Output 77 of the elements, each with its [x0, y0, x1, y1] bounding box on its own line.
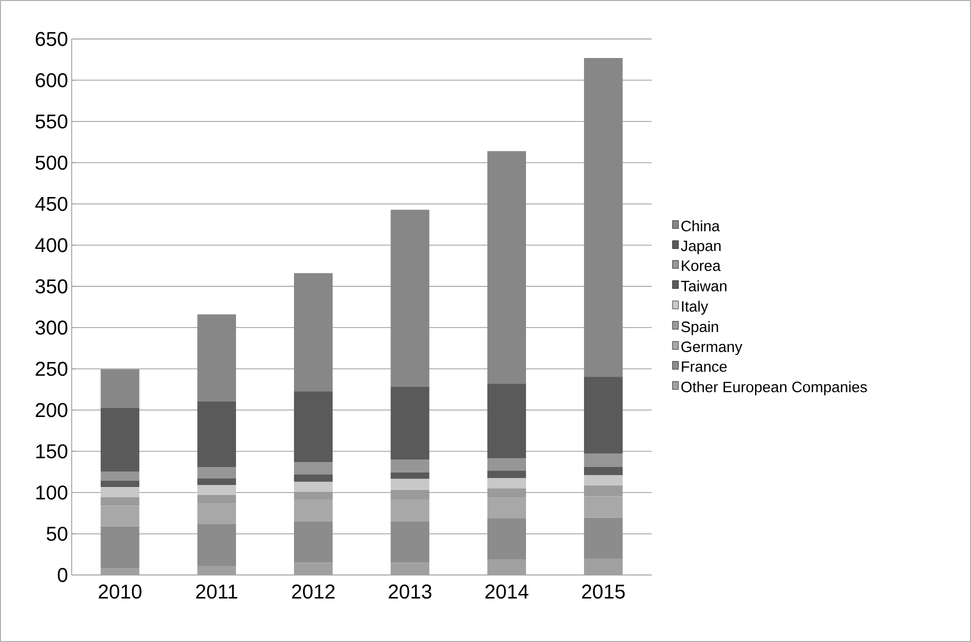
legend-label: China [681, 220, 720, 232]
bar [197, 524, 236, 566]
bar [197, 478, 236, 486]
bar [487, 518, 526, 560]
bar [100, 472, 140, 481]
y-tick-label: 300 [36, 320, 68, 335]
bar [294, 474, 333, 482]
bar [390, 460, 430, 472]
y-tick-label: 100 [36, 485, 68, 500]
bar [584, 518, 623, 559]
x-tick-label: 2011 [196, 584, 238, 599]
bar [100, 408, 140, 472]
bar [197, 504, 236, 524]
bar [487, 498, 526, 519]
bar [584, 486, 623, 496]
bar [197, 466, 236, 479]
bar [487, 470, 526, 478]
bar [197, 314, 236, 402]
bar [487, 478, 526, 488]
y-tick-label: 0 [58, 568, 68, 582]
x-tick-label: 2010 [98, 584, 142, 599]
bar [197, 495, 236, 504]
bar [584, 376, 623, 454]
legend-label: France [682, 361, 727, 372]
bar [487, 151, 526, 384]
y-tick-label: 50 [46, 526, 68, 541]
bar [390, 210, 430, 387]
legend-label: Korea [682, 260, 721, 272]
y-tick-label: 400 [35, 238, 68, 252]
bar [584, 466, 623, 476]
bar [100, 480, 140, 488]
y-tick-label: 550 [36, 114, 68, 129]
bar [390, 386, 430, 460]
bar [584, 58, 623, 377]
x-tick-label: 2015 [582, 584, 625, 599]
bar [294, 482, 333, 492]
legend-label: Germany [681, 341, 742, 356]
bar [100, 526, 140, 568]
bar [100, 487, 140, 498]
bar [294, 492, 333, 500]
x-tick-label: 2014 [485, 584, 528, 599]
y-tick-label: 500 [36, 156, 68, 170]
bar [390, 500, 430, 522]
bar [197, 401, 236, 467]
bar [294, 521, 333, 563]
y-tick-label: 650 [36, 32, 68, 46]
bar [197, 485, 236, 496]
bar [294, 273, 333, 392]
x-tick-label: 2012 [292, 584, 335, 599]
legend-label: Taiwan [681, 280, 726, 292]
bar [390, 521, 430, 563]
bar [390, 490, 430, 500]
bar [294, 500, 333, 522]
bar [294, 392, 333, 462]
bar [584, 454, 623, 467]
bar [584, 475, 623, 486]
legend-label: Japan [680, 240, 721, 254]
bar [487, 458, 526, 471]
bar [100, 497, 140, 506]
bar [584, 496, 623, 518]
legend-label: Italy [682, 300, 708, 315]
bar [294, 462, 333, 474]
y-tick-label: 450 [35, 196, 68, 211]
bar [390, 478, 430, 490]
legend-label: Other European Companies [681, 381, 867, 396]
bar [100, 369, 140, 408]
y-tick-label: 150 [36, 444, 68, 458]
bar [390, 472, 430, 479]
y-tick-label: 250 [36, 362, 68, 376]
y-tick-label: 600 [36, 73, 68, 88]
y-tick-label: 200 [36, 403, 68, 418]
bar [487, 488, 526, 498]
legend-label: Spain [681, 321, 718, 336]
bar [100, 506, 140, 526]
y-tick-label: 350 [36, 279, 68, 294]
x-tick-label: 2013 [388, 584, 432, 599]
bar [487, 384, 526, 458]
